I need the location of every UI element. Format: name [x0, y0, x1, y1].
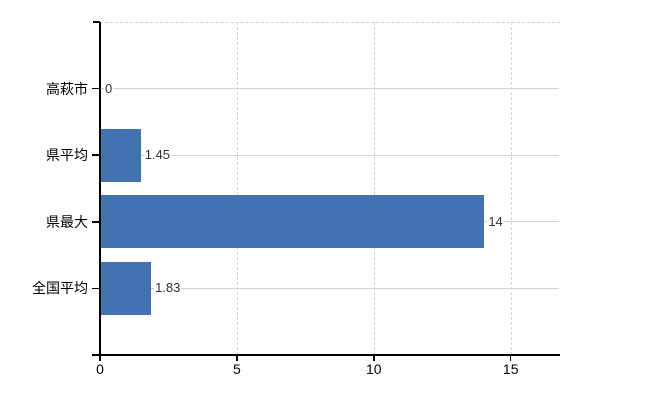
value-label: 1.45 — [143, 146, 171, 165]
x-tick — [236, 355, 238, 361]
y-axis-top-tick — [93, 21, 100, 23]
y-tick — [92, 221, 100, 223]
y-tick — [92, 154, 100, 156]
value-label: 0 — [104, 79, 114, 98]
y-tick — [92, 287, 100, 290]
value-label: 1.83 — [154, 279, 182, 298]
category-label: 全国平均 — [32, 280, 88, 297]
x-tick — [373, 355, 375, 361]
v-gridline — [510, 22, 512, 355]
v-gridline — [373, 22, 375, 355]
category-label: 高萩市 — [46, 80, 88, 97]
bar — [101, 261, 152, 315]
y-axis-line — [99, 22, 101, 355]
x-tick-label: 10 — [366, 361, 382, 377]
value-label: 14 — [487, 212, 504, 231]
x-tick-label: 15 — [502, 361, 519, 377]
y-tick — [92, 87, 100, 90]
h-gridline — [100, 88, 559, 90]
plot-top-border — [100, 22, 560, 23]
x-tick — [509, 355, 512, 361]
x-tick-label: 5 — [232, 361, 241, 377]
h-gridline — [100, 154, 559, 156]
h-gridline — [100, 287, 559, 289]
bar — [101, 195, 485, 249]
category-label: 県最大 — [46, 213, 88, 230]
x-tick-label: 0 — [96, 361, 104, 377]
category-label: 県平均 — [46, 147, 88, 164]
x-axis-line — [92, 354, 560, 356]
bar — [101, 128, 141, 182]
v-gridline — [236, 22, 238, 355]
x-tick — [99, 355, 101, 361]
